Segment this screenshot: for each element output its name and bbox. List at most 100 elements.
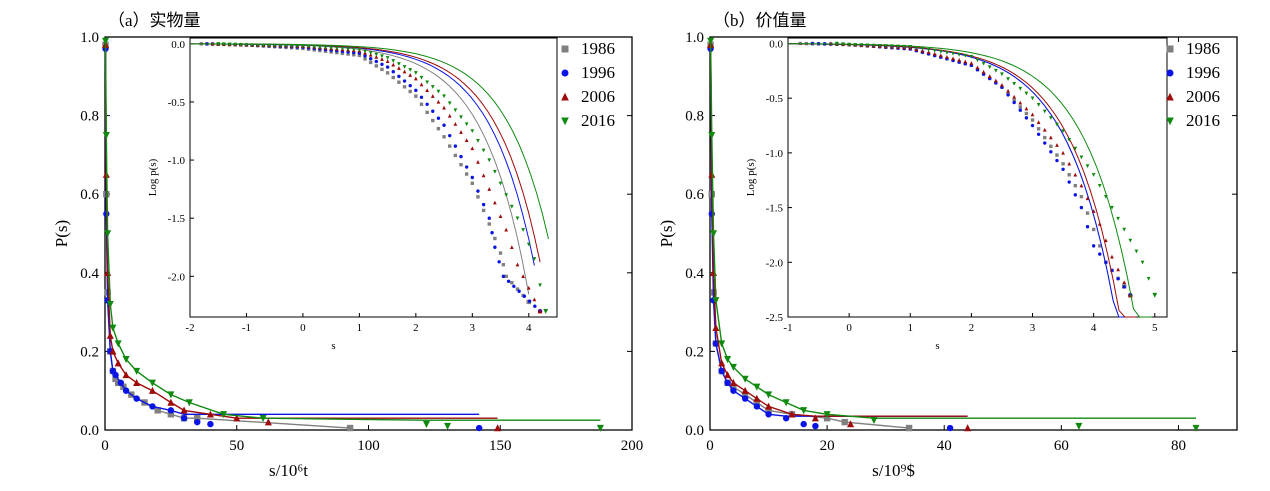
inset-data-point: [1073, 184, 1078, 188]
inset-x-tick-label: 1: [908, 322, 914, 334]
x-tick-label: 200: [621, 438, 644, 454]
data-point: [712, 323, 720, 332]
inset-data-point: [447, 113, 452, 118]
x-tick-label: 50: [229, 438, 244, 454]
data-point: [167, 411, 175, 418]
inset-data-point: [1036, 132, 1041, 136]
inset-data-point: [442, 135, 446, 139]
inset-data-point: [374, 64, 379, 68]
data-point: [800, 420, 807, 428]
inset-data-point: [1049, 150, 1053, 154]
inset-data-point: [981, 61, 986, 66]
inset-data-point: [301, 44, 305, 49]
inset-data-point: [402, 85, 407, 89]
inset-data-point: [526, 285, 531, 290]
inset-data-point: [391, 59, 396, 63]
y-axis-label: P(s): [657, 220, 676, 247]
inset-data-point: [470, 181, 475, 186]
data-point: [122, 371, 130, 379]
data-point: [114, 359, 122, 367]
data-point: [148, 379, 156, 387]
inset-data-point: [1067, 180, 1071, 184]
x-tick-label: 60: [1054, 438, 1069, 454]
inset-data-point: [504, 274, 508, 279]
data-point: [180, 406, 188, 414]
data-point: [847, 420, 855, 428]
inset-data-point: [501, 262, 506, 267]
inset-x-tick-label: 2: [413, 322, 419, 334]
inset-data-point: [1085, 225, 1090, 229]
inset-data-point: [522, 294, 527, 298]
inset-data-point: [975, 58, 980, 63]
data-point: [180, 415, 188, 422]
x-tick-label: 20: [820, 438, 835, 454]
inset-y-tick-label: -1.0: [168, 155, 186, 167]
data-point: [259, 415, 267, 423]
inset-data-point: [1079, 205, 1084, 210]
inset-data-point: [1018, 105, 1022, 109]
inset-data-point: [497, 260, 501, 264]
inset-data-point: [975, 65, 980, 70]
inset-data-point: [255, 43, 260, 48]
data-point: [104, 230, 112, 238]
data-point: [167, 407, 175, 414]
data-point: [765, 411, 772, 418]
inset-data-point: [987, 65, 992, 70]
inset-data-point: [951, 51, 955, 56]
inset-data-point: [481, 202, 486, 207]
data-point: [741, 375, 749, 383]
inset-data-point: [1098, 252, 1102, 256]
inset-data-point: [1091, 244, 1096, 248]
legend-label: 2006: [581, 87, 615, 106]
inset-y-tick-label: 0.0: [769, 38, 783, 50]
data-point: [106, 331, 114, 339]
inset-data-point: [1116, 277, 1120, 281]
inset-data-point: [981, 69, 986, 74]
y-tick-label: 0.0: [685, 423, 704, 439]
inset-data-point: [306, 44, 311, 49]
inset-data-point: [938, 53, 943, 58]
inset-data-point: [464, 165, 469, 169]
inset-data-point: [1030, 96, 1035, 101]
inset-data-point: [1061, 167, 1065, 171]
inset-data-point: [1055, 143, 1059, 147]
inset-data-point: [1018, 100, 1023, 105]
inset-data-point: [385, 71, 390, 75]
inset-data-point: [1012, 98, 1016, 103]
inset-y-tick-label: -0.5: [766, 93, 784, 105]
inset-data-point: [470, 129, 475, 134]
data-point: [765, 407, 772, 414]
data-point: [102, 37, 110, 45]
inset-data-point: [1085, 196, 1090, 201]
y-axis-label: P(s): [52, 220, 71, 247]
legend-marker: [561, 69, 569, 77]
y-tick-label: 1.0: [685, 30, 704, 46]
data-point: [724, 356, 732, 364]
inset-data-point: [289, 44, 294, 48]
inset-data-point: [509, 204, 514, 209]
x-axis-label: s/10⁹$: [872, 461, 915, 480]
inset-data-point: [987, 74, 992, 78]
inset-data-point: [346, 52, 350, 56]
inset-data-point: [351, 47, 356, 52]
inset-data-point: [1122, 280, 1127, 285]
inset-data-point: [945, 54, 949, 59]
inset-data-point: [1116, 267, 1120, 272]
inset-data-point: [526, 242, 531, 247]
inset-data-point: [374, 52, 379, 57]
inset-data-point: [510, 281, 514, 285]
chart-title: （b）价值量: [713, 11, 807, 30]
inset-data-point: [1067, 173, 1071, 177]
inset-data-point: [430, 85, 435, 89]
inset-frame: [787, 37, 1168, 318]
inset-y-tick-label: -2.5: [766, 312, 784, 324]
inset-data-point: [391, 62, 396, 67]
data-point: [724, 379, 731, 387]
inset-data-point: [1024, 111, 1029, 116]
inset-data-point: [498, 181, 503, 186]
inset-data-point: [1055, 122, 1059, 127]
inset-data-point: [506, 279, 511, 283]
data-point: [753, 403, 761, 410]
inset-data-point: [1006, 88, 1010, 93]
inset-y-tick-label: 0.0: [171, 39, 185, 51]
